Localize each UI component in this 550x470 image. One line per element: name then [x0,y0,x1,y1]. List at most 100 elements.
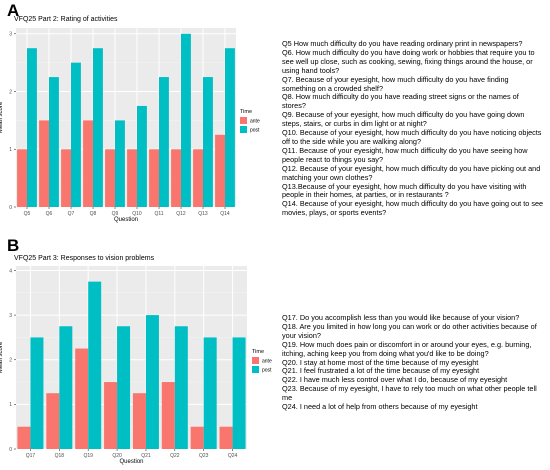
legend-label-post: post [262,368,272,374]
bar-ante [127,149,137,207]
legend-title: Time [252,349,264,355]
note-item: Q18. Are you limited in how long you can… [282,321,537,340]
note-item: Q17. Do you accomplish less than you wou… [282,313,520,322]
bar-post [71,62,81,208]
bar-post [115,120,125,207]
bar-ante [132,393,146,449]
x-tick-label: Q21 [141,453,151,459]
bar-post [145,315,159,449]
note-item: Q19. How much does pain or discomfort in… [282,339,532,358]
bar-post [203,77,213,207]
x-tick-label: Q23 [199,453,209,459]
panel-b-notes: Q17. Do you accomplish less than you wou… [282,313,544,412]
panel-a-notes: Q5 How much difficulty do you have readi… [282,39,544,218]
bar-ante [190,426,204,449]
x-tick-label: Q6 [46,211,53,217]
x-tick-label: Q7 [68,211,75,217]
bar-ante [171,149,181,207]
y-tick-label: 1 [9,402,12,408]
y-axis-label: Mean score [0,341,4,373]
bar-post [88,281,102,449]
bar-ante [39,120,49,207]
bar-post [27,48,37,207]
note-item: Q11. Because of your eyesight, how much … [282,145,528,164]
note-item: Q23. Because of my eyesight, I have to r… [282,384,537,403]
bar-post [203,337,217,449]
y-tick-label: 3 [9,313,12,319]
bar-post [59,326,73,449]
bar-post [30,337,44,449]
bar-post [174,326,188,449]
bar-ante [75,348,89,449]
plot-group: 0 1 2 3 4 Q17 Q18 Q19 Q20 Q21 Q22 Q23 Q24 Question Mea… [0,266,272,465]
bar-ante [105,149,115,207]
x-axis-label: Question [119,459,143,465]
y-tick-label: 2 [9,89,12,95]
x-axis-label: Question [114,217,138,223]
y-tick-label: 2 [9,358,12,364]
x-tick-label: Q9 [112,211,119,217]
bar-post [93,48,103,207]
note-item: Q14. Because of your eyesight, how much … [282,199,544,218]
note-item: Q22. I have much less control over what … [282,375,508,385]
panel-a-letter: A [7,1,20,20]
y-tick-label: 0 [9,447,12,453]
legend-label-post: post [250,128,260,134]
bar-post [49,77,59,207]
note-item: Q9. Because of your eyesight, how much d… [282,110,525,129]
x-tick-label: Q5 [24,211,31,217]
y-axis-label: Mean score [0,101,4,133]
bar-ante [215,134,225,207]
note-item: Q24. I need a lot of help from others be… [282,402,478,412]
x-tick-label: Q20 [112,453,122,459]
x-tick-label: Q11 [154,211,163,217]
x-tick-label: Q18 [55,453,65,459]
bar-ante [17,426,31,449]
bar-ante [104,382,118,449]
bar-post [232,337,246,449]
bar-post [117,326,131,449]
legend-swatch-ante [240,117,247,124]
y-tick-label: 1 [9,147,12,153]
note-item: Q6. How much difficulty do you have doin… [282,47,535,75]
x-tick-label: Q22 [170,453,180,459]
note-item: Q7. Because of your eyesight, how much d… [282,74,509,93]
chart-b-title: VFQ25 Part 3: Responses to vision proble… [14,255,155,262]
note-item: Q13.Because of your eyesight, how much d… [282,181,527,200]
bar-ante [149,149,159,207]
x-tick-label: Q19 [83,453,93,459]
x-tick-label: Q14 [220,211,230,217]
bar-ante [219,426,233,449]
bar-ante [161,382,175,449]
bar-post [159,77,169,207]
x-tick-label: Q17 [26,453,36,459]
legend-swatch-post [240,126,247,133]
note-item: Q20. I stay at home most of the time bec… [282,357,479,367]
x-tick-label: Q8 [90,211,97,217]
note-item: Q12. Because of your eyesight, how much … [282,163,541,182]
bar-ante [61,149,71,207]
chart-a-title: VFQ25 Part 2: Rating of activities [14,16,118,23]
legend-title: Time [240,109,252,115]
legend-label-ante: ante [262,359,272,365]
note-item: Q5 How much difficulty do you have readi… [282,39,523,48]
bar-post [225,48,235,207]
legend-label-ante: ante [250,119,260,125]
panel-b-letter: B [7,236,20,255]
y-tick-label: 0 [9,205,12,211]
note-item: Q8. How much difficulty do you have read… [282,92,519,111]
note-item: Q21. I feel frustrated a lot of the time… [282,366,480,376]
bar-ante [83,120,93,207]
x-tick-label: Q10 [132,211,142,217]
bar-post [181,33,191,207]
y-tick-label: 4 [9,268,12,274]
note-item: Q10. Because of your eyesight, how much … [282,128,542,146]
x-tick-label: Q13 [198,211,208,217]
legend-swatch-post [252,366,259,373]
bar-ante [17,149,27,207]
y-tick-label: 3 [9,32,12,38]
bar-ante [193,149,203,207]
legend-swatch-ante [252,357,259,364]
plot-group: 0 1 2 3 Q5 Q6 Q7 Q8 Q9 Q10 Q11 Q12 Q13 Q14 Question Mea… [0,28,260,223]
